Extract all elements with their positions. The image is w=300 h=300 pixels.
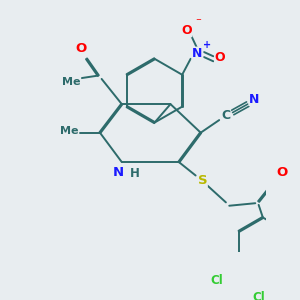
Text: O: O xyxy=(277,166,288,178)
Text: Me: Me xyxy=(62,77,81,87)
Text: O: O xyxy=(215,51,225,64)
Text: O: O xyxy=(76,42,87,55)
Text: Cl: Cl xyxy=(252,291,265,300)
Text: N: N xyxy=(113,166,124,178)
Text: Cl: Cl xyxy=(211,274,224,287)
Text: N: N xyxy=(192,47,203,60)
Text: H: H xyxy=(130,167,140,180)
Text: Me: Me xyxy=(60,126,78,136)
Text: O: O xyxy=(181,24,192,37)
Text: ⁻: ⁻ xyxy=(196,17,202,27)
Text: S: S xyxy=(198,174,207,187)
Text: C: C xyxy=(221,110,230,122)
Text: +: + xyxy=(203,40,212,50)
Text: N: N xyxy=(249,93,260,106)
